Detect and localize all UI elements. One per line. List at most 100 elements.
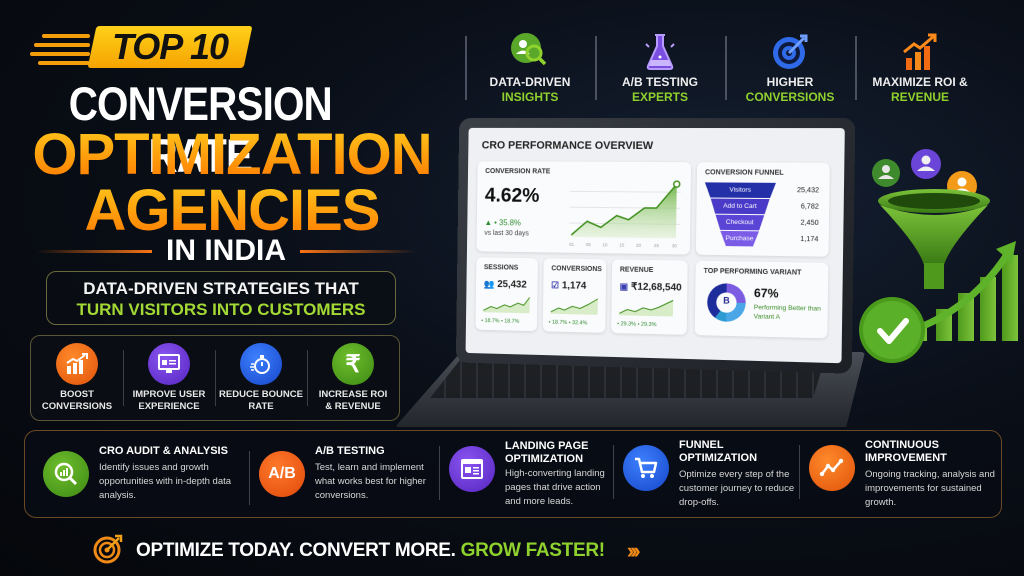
- divider: [36, 249, 152, 253]
- feature-line-2: EXPERTS: [631, 90, 688, 104]
- tagline-box: DATA-DRIVEN STRATEGIES THAT TURN VISITOR…: [46, 271, 396, 325]
- speed-lines: [30, 34, 90, 65]
- target-icon: [768, 32, 812, 72]
- dashboard: CRO PERFORMANCE OVERVIEW CONVERSION RATE…: [465, 127, 845, 364]
- feature-maximize-roi: MAXIMIZE ROI & REVENUE: [855, 32, 985, 110]
- title-line-2: OPTIMIZATION: [12, 124, 452, 186]
- growth-bars-icon: [898, 32, 942, 72]
- feature-ab-testing-experts: A/B TESTING EXPERTS: [595, 32, 725, 110]
- feature-line-1: DATA-DRIVEN: [489, 75, 571, 89]
- web-page-monitor-icon: [148, 343, 190, 385]
- service-description: Optimize every step of the customer jour…: [679, 468, 795, 508]
- benefit-boost-conversions: BOOST CONVERSIONS: [31, 336, 123, 420]
- conversions-value: 1,174: [561, 280, 587, 292]
- conversions-sparkline: [550, 296, 600, 315]
- checkbox-icon: ☑: [551, 280, 560, 291]
- service-description: Test, learn and implement what works bes…: [315, 462, 426, 501]
- benefit-reduce-bounce: REDUCE BOUNCE RATE: [215, 336, 307, 420]
- sessions-value: 25,432: [497, 279, 527, 291]
- service-description: Identify issues and growth opportunities…: [99, 462, 232, 501]
- funnel-value: 6,782: [800, 203, 819, 211]
- service-funnel-optimization: FUNNEL OPTIMIZATION Optimize every step …: [613, 439, 799, 510]
- conversions-card: CONVERSIONS ☑ 1,174 • 18.7% • 32.4%: [542, 258, 607, 333]
- ab-icon: A/B: [259, 451, 305, 497]
- funnel-value: 25,432: [796, 187, 820, 195]
- service-ab-testing: A/B A/B TESTING Test, learn and implemen…: [249, 445, 439, 505]
- card-title: CONVERSION RATE: [485, 168, 551, 176]
- conversion-funnel-card: CONVERSION FUNNEL Visitors Add to Cart C…: [695, 162, 830, 257]
- conversion-rate-value: 4.62%: [484, 184, 540, 207]
- footer-text: OPTIMIZE TODAY. CONVERT MORE.: [136, 540, 456, 561]
- landing-page-icon: [449, 445, 495, 492]
- conversion-rate-period: vs last 30 days: [484, 229, 529, 238]
- feature-higher-conversions: HIGHER CONVERSIONS: [725, 32, 855, 110]
- card-title: SESSIONS: [483, 264, 519, 272]
- service-title: LANDING PAGE OPTIMIZATION: [505, 439, 589, 465]
- svg-text:20: 20: [636, 243, 642, 248]
- conversion-rate-chart: 01 05 10 15 20 25 30: [565, 172, 685, 248]
- feature-line-1: MAXIMIZE ROI &: [872, 75, 968, 89]
- laptop-screen: CRO PERFORMANCE OVERVIEW CONVERSION RATE…: [455, 117, 856, 374]
- top-10-badge: TOP 10: [87, 26, 253, 68]
- svg-text:15: 15: [619, 242, 625, 247]
- shopping-cart-icon: [623, 444, 669, 491]
- benefit-label: REDUCE BOUNCE RATE: [219, 389, 303, 412]
- funnel-value: 2,450: [800, 219, 819, 227]
- feature-line-2: CONVERSIONS: [745, 90, 835, 104]
- benefits-panel: BOOST CONVERSIONS IMPROVE USER EXPERIENC…: [30, 335, 400, 421]
- service-title: A/B TESTING: [315, 445, 385, 457]
- funnel-value: 1,174: [800, 235, 819, 244]
- divider: [300, 249, 416, 253]
- svg-text:01: 01: [569, 242, 574, 247]
- funnel-step-visitors: Visitors: [705, 182, 776, 198]
- title-line-4: IN INDIA: [166, 234, 286, 267]
- conversions-changes: • 18.7% • 32.4%: [548, 319, 588, 327]
- sessions-changes: • 18.7% • 18.7%: [481, 318, 520, 325]
- svg-text:25: 25: [654, 243, 660, 248]
- tagline-line-1: DATA-DRIVEN STRATEGIES THAT: [83, 279, 359, 298]
- feature-line-2: REVENUE: [890, 90, 949, 104]
- benefit-label: INCREASE ROI & REVENUE: [318, 389, 388, 412]
- flask-icon: [638, 32, 682, 72]
- conversion-rate-card: CONVERSION RATE 4.62% ▲ • 35.8% vs last …: [476, 161, 692, 255]
- card-title: CONVERSION FUNNEL: [704, 169, 784, 177]
- feature-data-driven-insights: DATA-DRIVEN INSIGHTS: [465, 32, 595, 110]
- sessions-card: SESSIONS 👥 25,432 • 18.7% • 18.7%: [475, 257, 538, 332]
- variant-text: Performing Better than Variant A: [753, 304, 821, 321]
- sessions-sparkline: [483, 295, 531, 314]
- stopwatch-icon: [240, 343, 282, 385]
- funnel-step-checkout: Checkout: [715, 215, 764, 231]
- service-description: Ongoing tracking, analysis and improveme…: [865, 468, 995, 508]
- service-description: High-converting landing pages that drive…: [505, 467, 605, 507]
- revenue-card: REVENUE ▣ ₹12,68,540 • 29.3% • 29.3%: [611, 259, 688, 335]
- svg-text:30: 30: [672, 243, 678, 248]
- title-line-3: AGENCIES: [12, 180, 452, 242]
- conversion-rate-change: ▲ • 35.8%: [484, 218, 521, 228]
- footer-cta: OPTIMIZE TODAY. CONVERT MORE. GROW FASTE…: [92, 533, 641, 570]
- dashboard-title: CRO PERFORMANCE OVERVIEW: [481, 139, 654, 152]
- service-landing-page: LANDING PAGE OPTIMIZATION High-convertin…: [439, 440, 613, 509]
- services-panel: CRO AUDIT & ANALYSIS Identify issues and…: [24, 430, 1002, 518]
- service-title: FUNNEL OPTIMIZATION: [679, 438, 758, 464]
- benefit-improve-ux: IMPROVE USER EXPERIENCE: [123, 336, 215, 420]
- title-line-1: CONVERSION RATE: [68, 77, 333, 182]
- variant-donut-chart: B: [706, 283, 746, 323]
- chevrons-right-icon: ›››: [626, 538, 641, 563]
- bar-chart-up-icon: [56, 343, 98, 385]
- target-icon: [92, 533, 124, 570]
- feature-line-1: A/B TESTING: [621, 75, 698, 89]
- benefit-increase-roi: ₹ INCREASE ROI & REVENUE: [307, 336, 399, 420]
- svg-text:05: 05: [586, 242, 591, 247]
- card-title: CONVERSIONS: [551, 265, 602, 274]
- card-title: REVENUE: [619, 266, 654, 275]
- feature-line-1: HIGHER: [766, 75, 814, 89]
- revenue-value: ₹12,68,540: [630, 281, 682, 294]
- feature-strip: DATA-DRIVEN INSIGHTS A/B TESTING EXPERTS…: [465, 32, 985, 110]
- footer-highlight: GROW FASTER!: [460, 540, 605, 561]
- revenue-changes: • 29.3% • 29.3%: [617, 321, 657, 329]
- funnel-step-add-to-cart: Add to Cart: [710, 199, 769, 215]
- title-india-row: IN INDIA: [36, 234, 416, 267]
- users-icon: 👥: [483, 278, 495, 289]
- benefit-label: BOOST CONVERSIONS: [41, 389, 113, 412]
- magnifier-chart-icon: [43, 451, 89, 497]
